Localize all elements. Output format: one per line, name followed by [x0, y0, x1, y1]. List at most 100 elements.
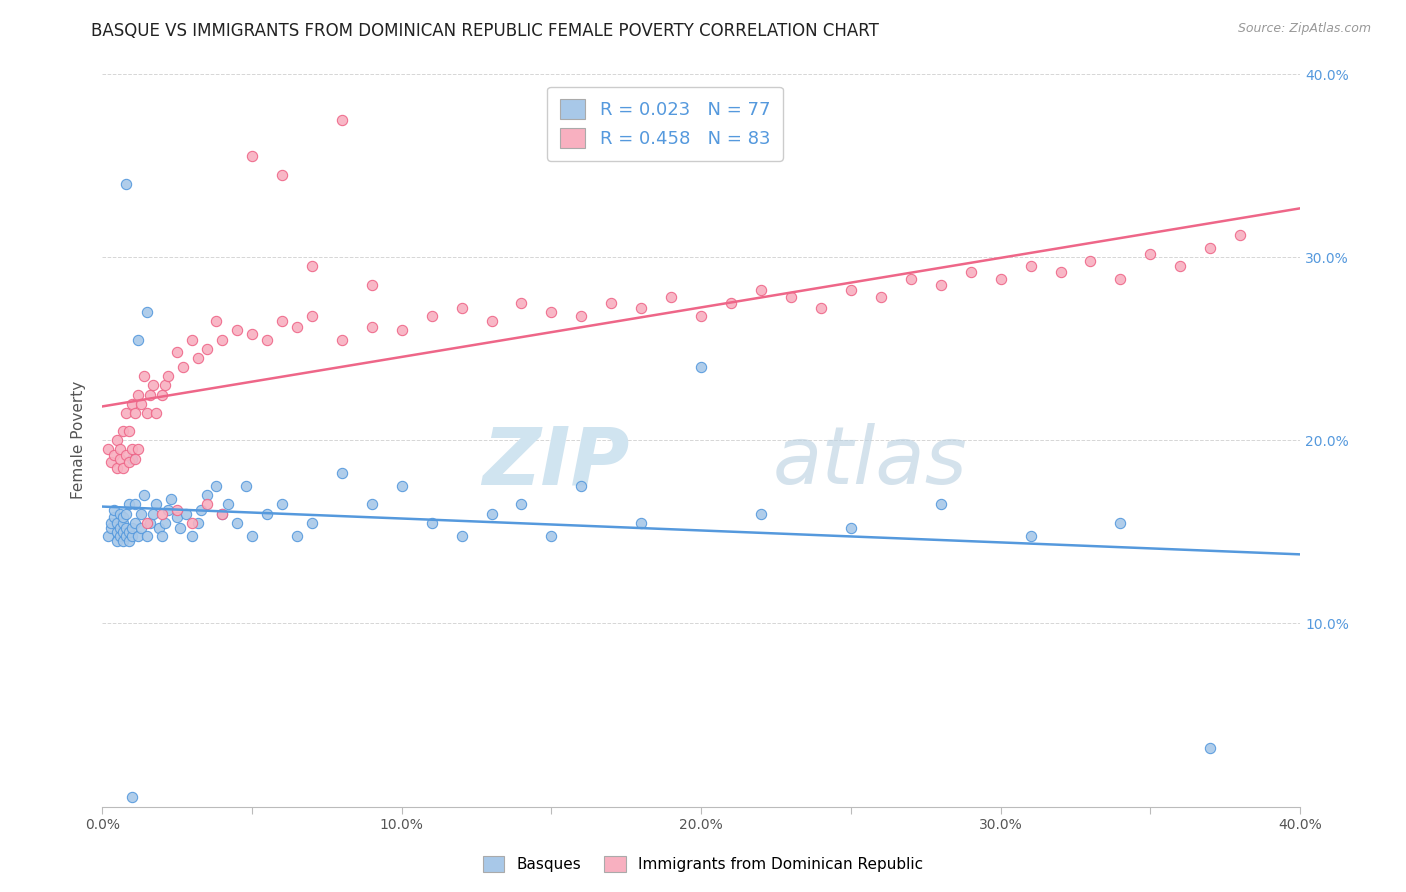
Point [301, 260, 323, 274]
Point [100, 455, 122, 469]
Text: ZIP: ZIP [482, 424, 630, 501]
Point [839, 283, 862, 297]
Legend: Basques, Immigrants from Dominican Republic: Basques, Immigrants from Dominican Repub… [475, 848, 931, 880]
Point [129, 397, 152, 411]
Point [118, 424, 141, 438]
Point [420, 516, 443, 530]
Point [869, 290, 891, 304]
Point [136, 406, 159, 420]
Point [112, 460, 135, 475]
Point [105, 534, 128, 549]
Point [990, 272, 1012, 286]
Point [97, 528, 120, 542]
Point [108, 451, 131, 466]
Point [929, 277, 952, 292]
Point [121, 521, 143, 535]
Point [630, 301, 652, 316]
Point [330, 112, 353, 127]
Point [195, 488, 218, 502]
Point [115, 507, 138, 521]
Point [127, 528, 149, 542]
Point [510, 296, 533, 310]
Point [450, 301, 472, 316]
Point [749, 507, 772, 521]
Point [153, 378, 176, 392]
Point [124, 497, 146, 511]
Point [166, 345, 188, 359]
Point [205, 479, 228, 493]
Text: BASQUE VS IMMIGRANTS FROM DOMINICAN REPUBLIC FEMALE POVERTY CORRELATION CHART: BASQUE VS IMMIGRANTS FROM DOMINICAN REPU… [91, 22, 879, 40]
Point [330, 333, 353, 347]
Point [169, 521, 191, 535]
Point [780, 290, 803, 304]
Point [118, 534, 141, 549]
Point [226, 516, 249, 530]
Point [127, 442, 149, 457]
Point [108, 521, 131, 535]
Point [153, 516, 176, 530]
Point [240, 149, 263, 163]
Point [285, 319, 308, 334]
Point [1168, 260, 1191, 274]
Point [124, 451, 146, 466]
Point [148, 521, 170, 535]
Point [481, 507, 503, 521]
Point [97, 442, 120, 457]
Point [105, 434, 128, 448]
Point [569, 309, 592, 323]
Point [118, 497, 141, 511]
Point [145, 497, 167, 511]
Point [195, 342, 218, 356]
Point [115, 177, 138, 191]
Point [1199, 241, 1222, 255]
Point [124, 516, 146, 530]
Point [720, 296, 742, 310]
Point [240, 327, 263, 342]
Point [270, 314, 292, 328]
Point [1049, 265, 1071, 279]
Point [145, 406, 167, 420]
Point [360, 319, 382, 334]
Point [360, 277, 382, 292]
Point [226, 323, 249, 337]
Point [108, 507, 131, 521]
Point [105, 524, 128, 539]
Point [420, 309, 443, 323]
Point [115, 448, 138, 462]
Point [540, 305, 562, 319]
Point [127, 333, 149, 347]
Point [139, 516, 162, 530]
Point [157, 369, 180, 384]
Point [217, 497, 239, 511]
Point [103, 448, 125, 462]
Point [749, 283, 772, 297]
Point [100, 516, 122, 530]
Point [690, 359, 713, 374]
Point [115, 406, 138, 420]
Point [166, 510, 188, 524]
Point [285, 528, 308, 542]
Point [105, 516, 128, 530]
Point [127, 387, 149, 401]
Point [108, 442, 131, 457]
Legend: R = 0.023   N = 77, R = 0.458   N = 83: R = 0.023 N = 77, R = 0.458 N = 83 [547, 87, 783, 161]
Point [205, 314, 228, 328]
Point [108, 528, 131, 542]
Point [134, 488, 156, 502]
Text: Source: ZipAtlas.com: Source: ZipAtlas.com [1237, 22, 1371, 36]
Point [391, 323, 413, 337]
Point [150, 528, 173, 542]
Point [195, 497, 218, 511]
Point [659, 290, 682, 304]
Point [150, 507, 173, 521]
Point [1109, 516, 1132, 530]
Point [1199, 741, 1222, 756]
Point [510, 497, 533, 511]
Point [134, 369, 156, 384]
Point [181, 516, 204, 530]
Point [391, 479, 413, 493]
Point [1019, 260, 1042, 274]
Point [172, 359, 194, 374]
Point [105, 460, 128, 475]
Point [256, 333, 278, 347]
